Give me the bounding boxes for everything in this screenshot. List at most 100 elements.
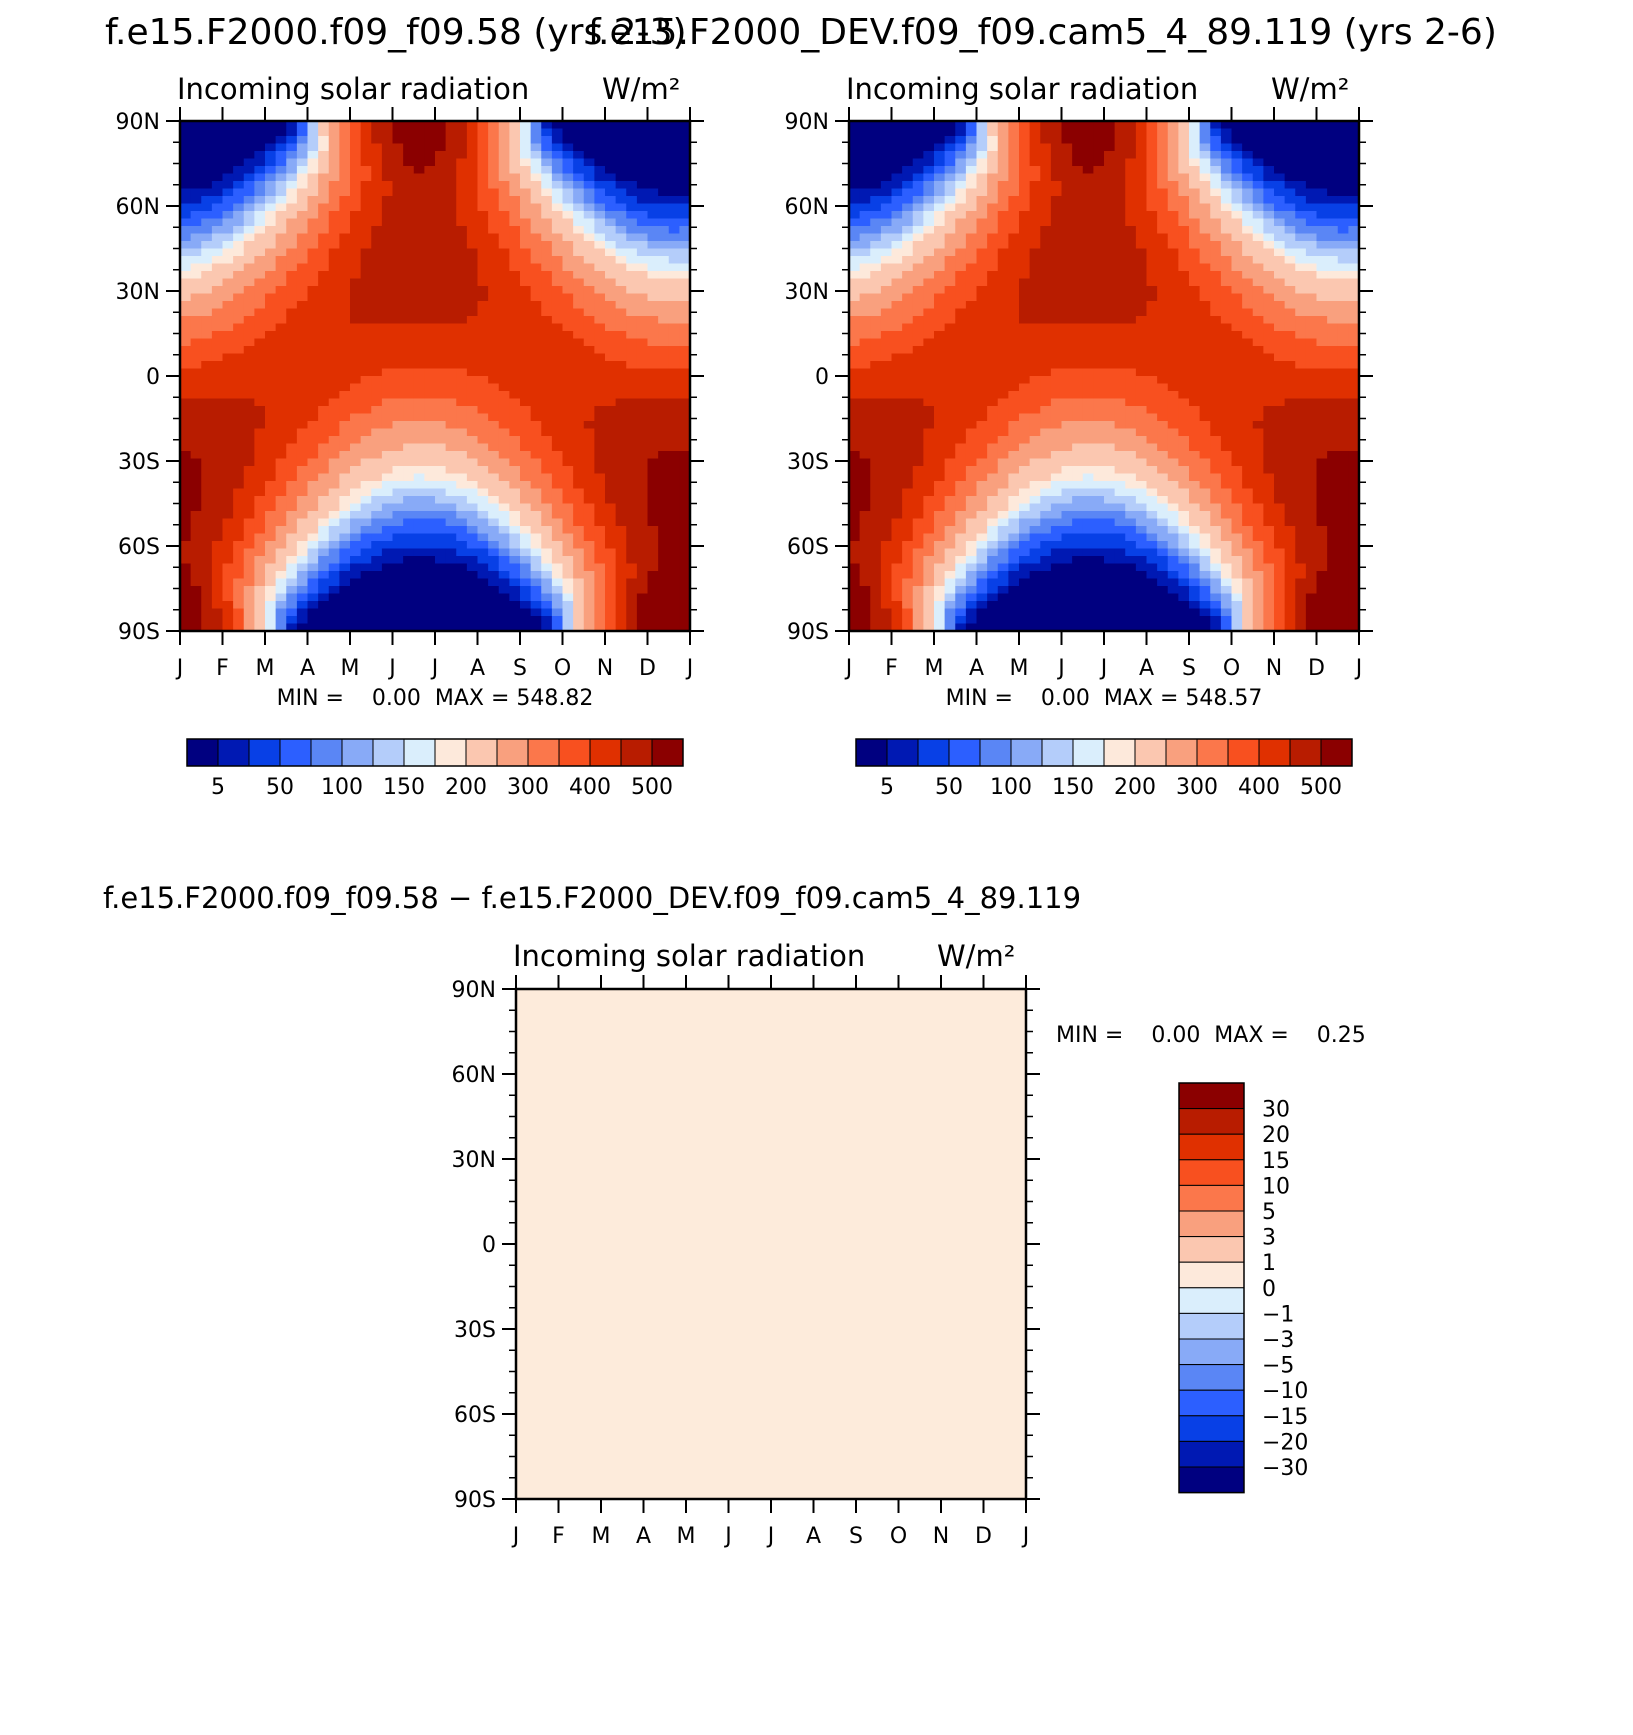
field-cell (1242, 128, 1254, 137)
field-cell (339, 623, 351, 631)
field-cell (371, 376, 383, 385)
field-cell (530, 451, 542, 460)
field-cell (233, 541, 245, 550)
field-cell (318, 451, 330, 460)
field-cell (891, 151, 903, 160)
field-cell (1082, 128, 1094, 137)
field-cell (594, 608, 606, 617)
field-cell (498, 526, 510, 535)
field-cell (997, 143, 1009, 152)
field-cell (1135, 338, 1148, 347)
field-cell (520, 241, 532, 250)
field-cell (668, 586, 680, 595)
field-cell (636, 308, 649, 317)
field-cell (1125, 248, 1137, 257)
field-cell (477, 623, 489, 631)
field-cell (1178, 158, 1190, 167)
field-cell (381, 533, 394, 542)
field-cell (658, 173, 670, 182)
field-cell (265, 346, 277, 355)
field-cell (254, 368, 266, 377)
field-cell (1295, 196, 1307, 205)
field-cell (583, 361, 595, 370)
field-cell (1316, 233, 1328, 242)
field-cell (647, 563, 659, 572)
field-cell (318, 398, 330, 407)
field-cell (435, 233, 447, 242)
field-cell (1178, 143, 1190, 152)
field-cell (222, 548, 234, 557)
field-cell (541, 166, 553, 175)
field-cell (1082, 136, 1094, 145)
field-cell (296, 331, 309, 340)
field-cell (1348, 121, 1359, 130)
field-cell (1008, 241, 1020, 250)
field-cell (233, 451, 245, 460)
field-cell (965, 361, 978, 370)
field-cell (180, 166, 192, 175)
field-cell (636, 578, 649, 587)
field-cell (636, 241, 649, 250)
field-cell (1231, 278, 1243, 287)
field-cell (328, 248, 340, 257)
field-cell (328, 428, 340, 437)
field-cell (222, 428, 234, 437)
field-cell (211, 503, 224, 512)
field-cell (1337, 346, 1349, 355)
field-cell (488, 466, 500, 475)
field-cell (530, 376, 542, 385)
field-cell (477, 136, 489, 145)
field-cell (222, 601, 234, 610)
field-cell (520, 466, 532, 475)
field-cell (562, 323, 574, 332)
field-cell (679, 121, 690, 130)
field-cell (551, 398, 564, 407)
field-cell (350, 473, 362, 482)
field-cell (647, 211, 659, 220)
field-cell (1337, 361, 1349, 370)
field-cell (1242, 136, 1254, 145)
field-cell (1082, 143, 1094, 152)
field-cell (222, 541, 234, 550)
field-cell (1348, 188, 1359, 197)
field-cell (403, 421, 415, 430)
field-cell (1348, 331, 1359, 340)
field-cell (870, 278, 882, 287)
field-cell (1125, 361, 1137, 370)
field-cell (339, 136, 351, 145)
field-cell (1146, 173, 1158, 182)
field-cell (265, 361, 277, 370)
field-cell (1146, 248, 1158, 257)
field-cell (265, 166, 277, 175)
field-cell (413, 256, 425, 265)
field-cell (435, 346, 447, 355)
field-cell (615, 511, 627, 520)
field-cell (626, 533, 638, 542)
field-cell (413, 571, 425, 580)
field-cell (1295, 331, 1307, 340)
field-cell (1199, 158, 1211, 167)
field-cell (923, 173, 935, 182)
field-cell (1263, 121, 1275, 130)
field-cell (1220, 196, 1233, 205)
field-cell (1146, 196, 1158, 205)
field-cell (551, 151, 564, 160)
field-cell (339, 346, 351, 355)
field-cell (233, 256, 245, 265)
field-cell (1231, 196, 1243, 205)
field-cell (1316, 181, 1328, 190)
field-cell (934, 323, 946, 332)
field-cell (573, 586, 585, 595)
field-cell (392, 526, 404, 535)
field-cell (445, 158, 457, 167)
field-cell (551, 586, 564, 595)
field-cell (668, 533, 680, 542)
field-cell (668, 218, 680, 227)
field-cell (509, 211, 521, 220)
field-cell (541, 143, 553, 152)
field-cell (488, 256, 500, 265)
field-cell (647, 451, 659, 460)
field-cell (880, 301, 893, 310)
field-cell (243, 293, 255, 302)
field-cell (328, 286, 340, 295)
